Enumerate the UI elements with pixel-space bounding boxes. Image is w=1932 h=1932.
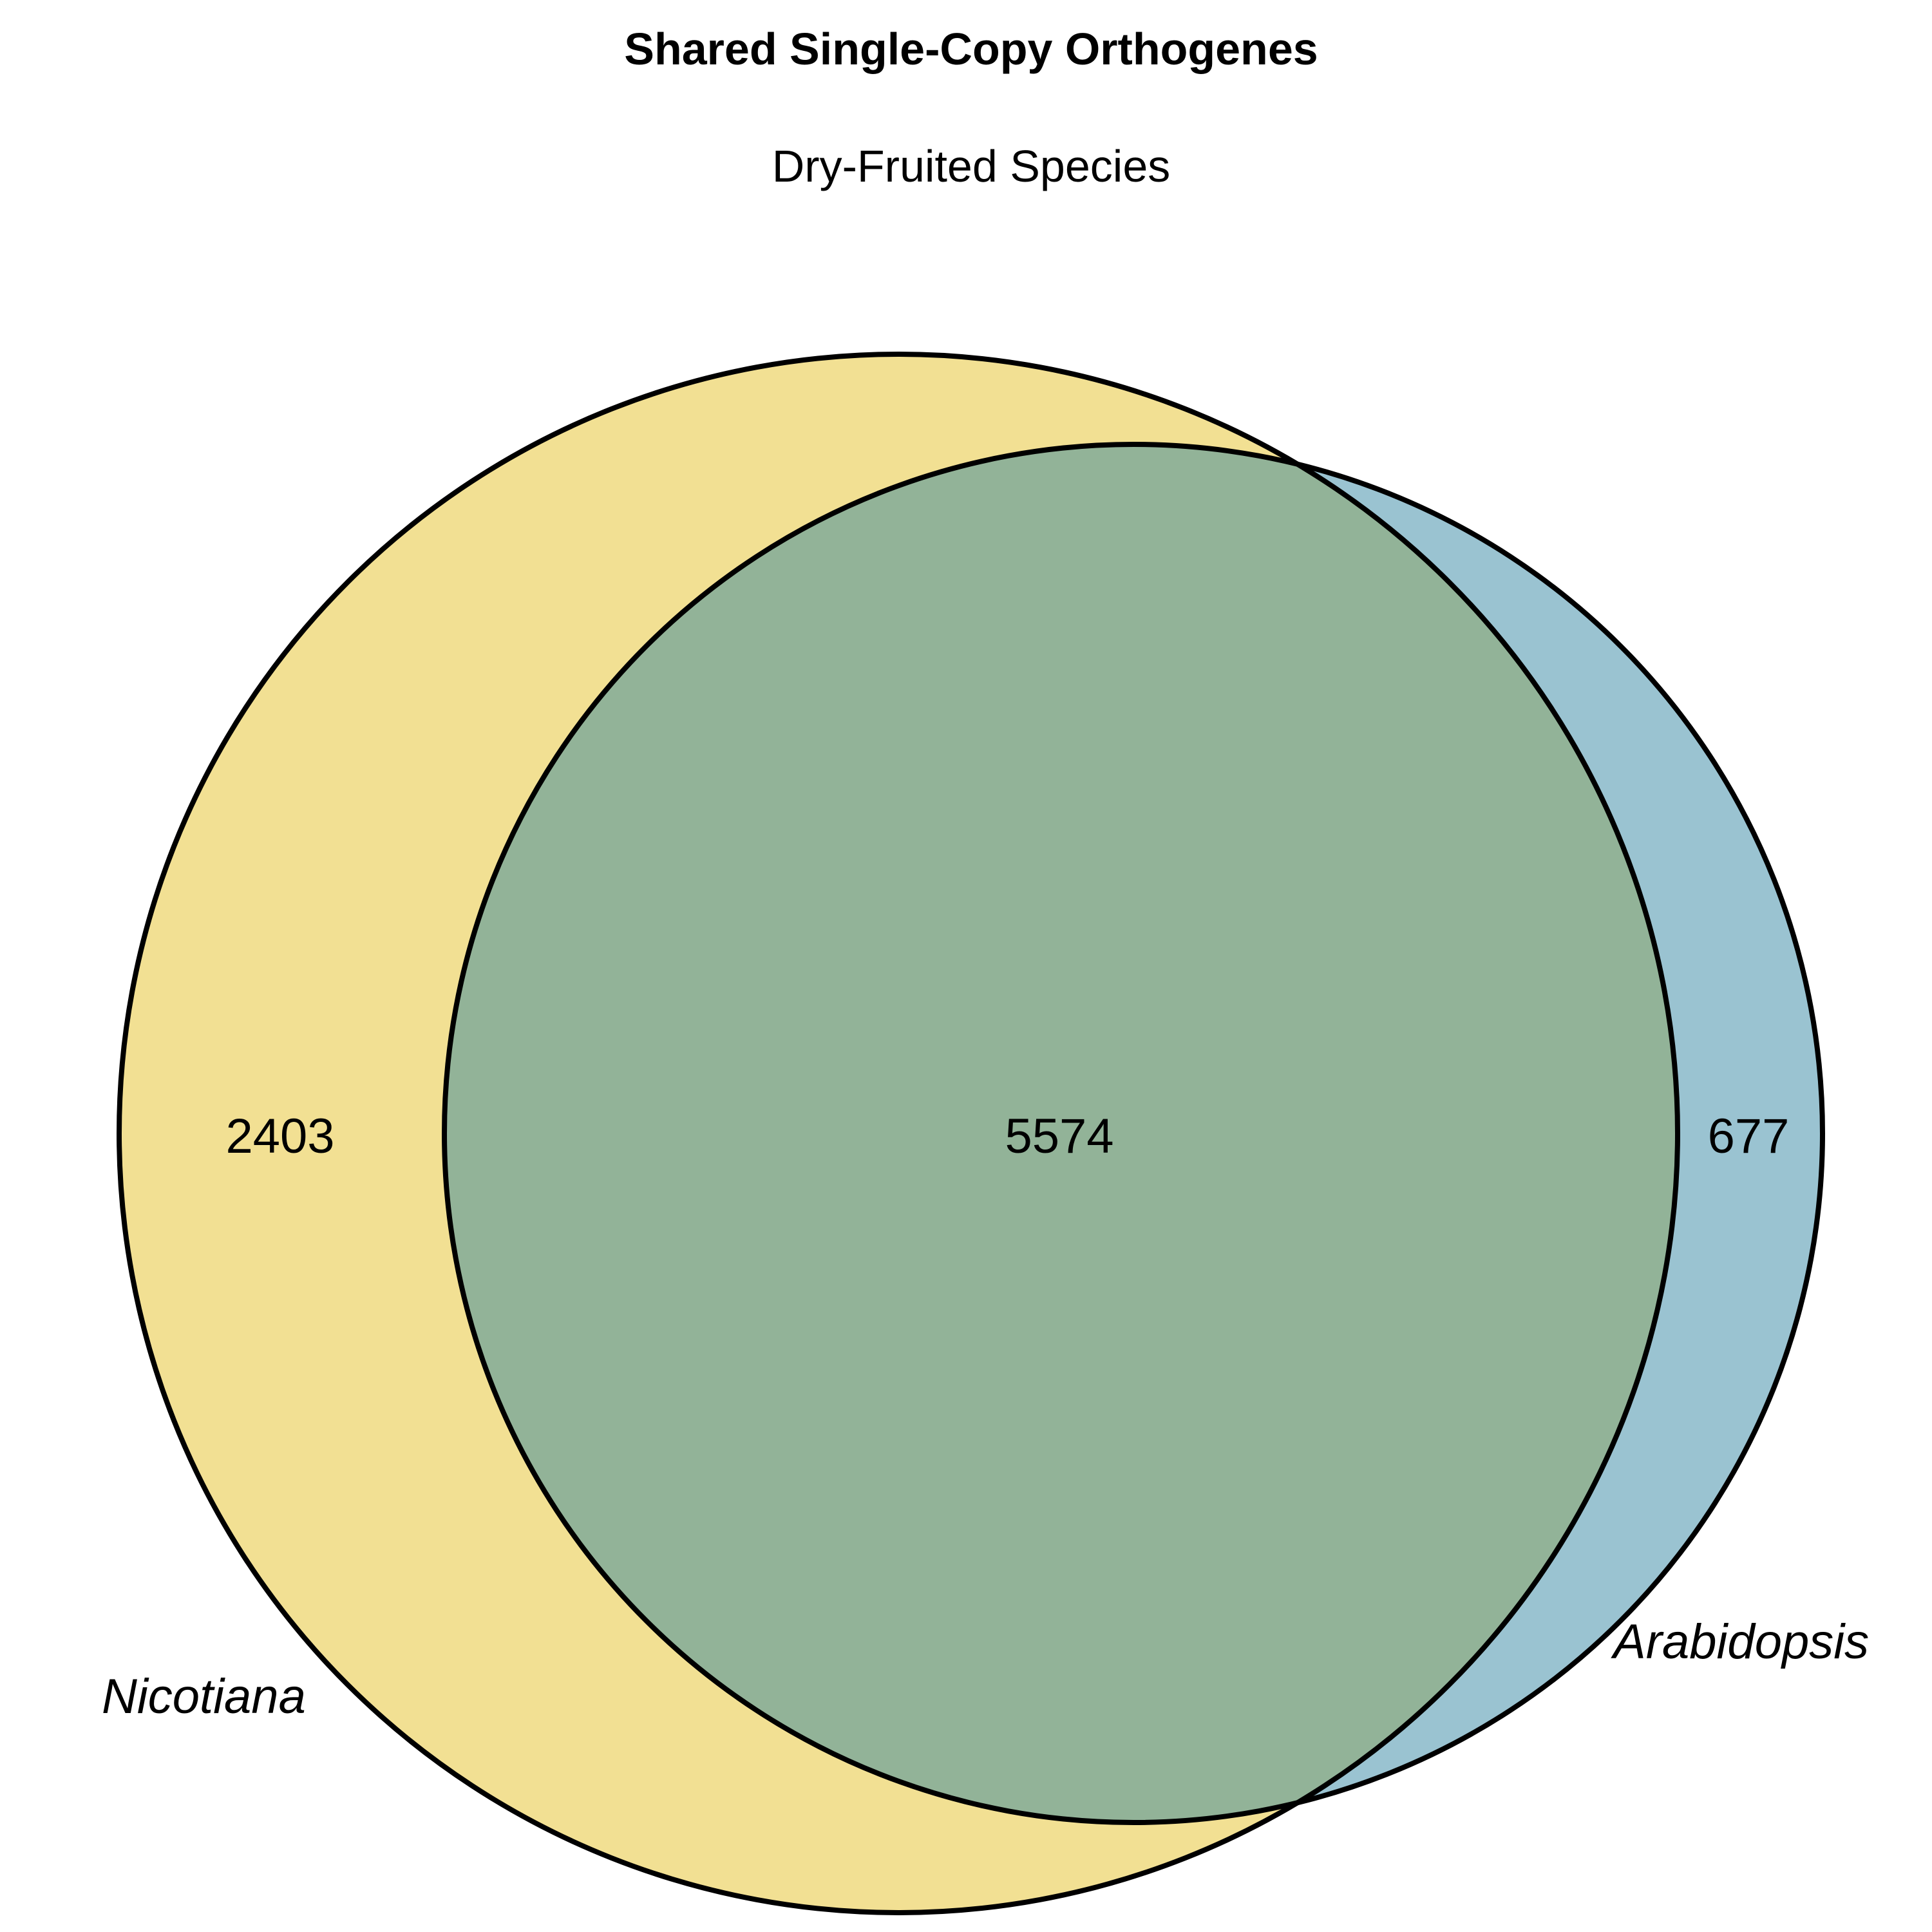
overlap-region bbox=[444, 444, 1678, 1823]
nicotiana-only-count: 2403 bbox=[225, 1109, 334, 1164]
diagram-title: Shared Single-Copy Orthogenes bbox=[624, 24, 1318, 74]
nicotiana-outline bbox=[117, 352, 1680, 1915]
arabidopsis-outline bbox=[442, 442, 1825, 1825]
shared-count: 5574 bbox=[1005, 1109, 1113, 1164]
arabidopsis-label: Arabidopsis bbox=[1611, 1615, 1869, 1669]
nicotiana-label: Nicotiana bbox=[102, 1669, 306, 1724]
diagram-subtitle: Dry-Fruited Species bbox=[772, 141, 1171, 191]
arabidopsis-only-count: 677 bbox=[1708, 1109, 1790, 1164]
